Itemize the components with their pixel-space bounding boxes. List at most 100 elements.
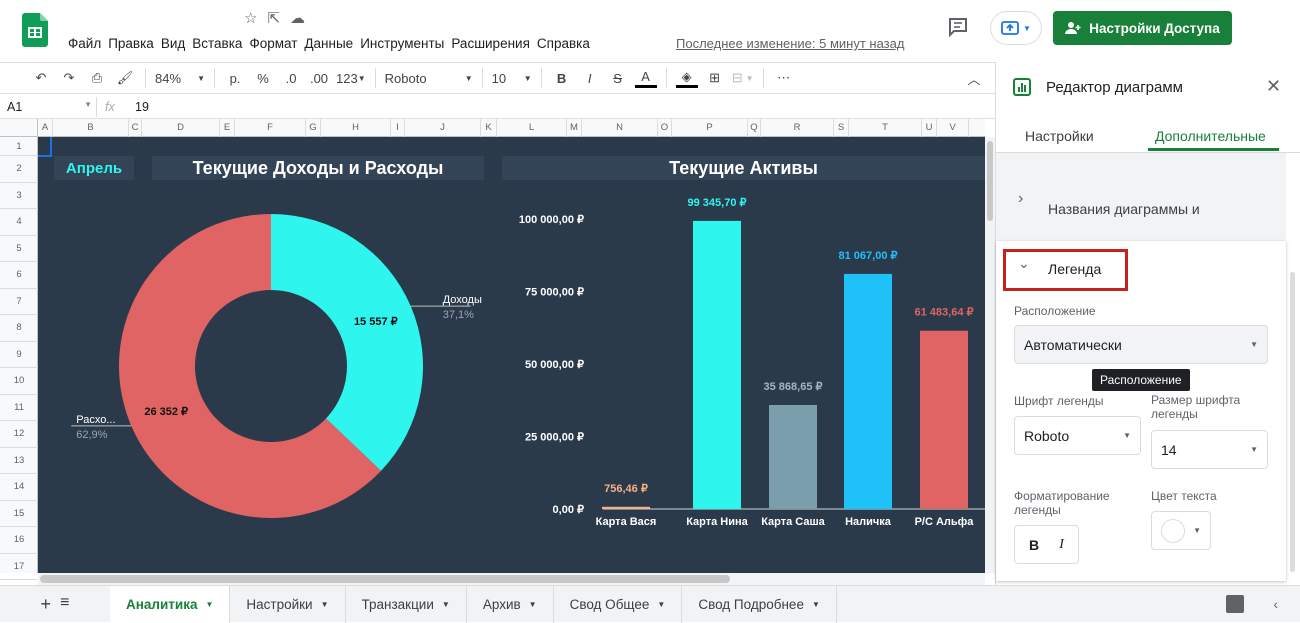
font-size-select[interactable]: 10 ▼ <box>491 70 532 86</box>
undo-icon[interactable]: ↶ <box>35 70 47 85</box>
sheet-tab[interactable]: Архив ▼ <box>467 585 554 623</box>
legend-size-select[interactable]: 14 ▼ <box>1151 430 1268 469</box>
explore-icon[interactable] <box>1225 595 1244 613</box>
chevron-right-icon[interactable]: › <box>1018 190 1024 207</box>
column-header-cell[interactable]: N <box>582 119 658 137</box>
legend-font-select[interactable]: Roboto ▼ <box>1014 416 1141 455</box>
zoom-select[interactable]: 84% ▼ <box>155 70 205 86</box>
row-header-cell[interactable]: 4 <box>0 209 38 236</box>
column-header-cell[interactable]: D <box>142 119 220 137</box>
column-header-cell[interactable]: R <box>761 119 834 137</box>
legend-italic-button[interactable]: I <box>1059 536 1064 552</box>
column-header-cell[interactable]: E <box>220 119 235 137</box>
sheet-tab[interactable]: Транзакции ▼ <box>346 585 467 623</box>
present-button[interactable]: ▼ <box>990 11 1042 45</box>
row-header-cell[interactable]: 5 <box>0 236 38 262</box>
panel-scrollbar[interactable] <box>1290 272 1295 572</box>
row-header-cell[interactable]: 9 <box>0 342 38 368</box>
bar[interactable] <box>602 506 650 509</box>
column-header-cell[interactable]: H <box>321 119 391 137</box>
row-header-cell[interactable]: 1 <box>0 137 38 156</box>
horizontal-scrollbar[interactable] <box>38 573 985 585</box>
bar[interactable] <box>769 404 817 509</box>
close-icon[interactable]: ✕ <box>1266 76 1282 96</box>
row-header-cell[interactable]: 11 <box>0 395 38 421</box>
charts-canvas[interactable]: 15 557 ₽ Доходы 37,1% 26 352 ₽ Расхо... 62,9%… <box>38 137 985 573</box>
sheets-logo-icon[interactable] <box>22 13 48 47</box>
menu-item[interactable]: Файл <box>68 36 102 51</box>
column-header-cell[interactable]: T <box>849 119 922 137</box>
column-header-cell[interactable]: A <box>38 119 53 137</box>
tab-extra[interactable]: Дополнительные <box>1155 128 1266 144</box>
cloud-status-icon[interactable]: ☁ <box>290 10 306 27</box>
print-icon[interactable]: ⎙ <box>91 70 103 85</box>
column-header-cell[interactable]: K <box>481 119 497 137</box>
row-header-cell[interactable]: 8 <box>0 315 38 342</box>
legend-bold-button[interactable]: B <box>1029 536 1040 553</box>
bar[interactable] <box>920 330 968 509</box>
column-header-cell[interactable]: C <box>129 119 142 137</box>
fill-color-icon[interactable]: ◈ <box>675 68 698 88</box>
all-sheets-icon[interactable]: ≡ <box>60 593 70 611</box>
row-header-cell[interactable]: 6 <box>0 262 38 289</box>
italic-button[interactable]: I <box>587 70 592 86</box>
sheet-tab[interactable]: Свод Общее ▼ <box>554 585 683 623</box>
sheet-tab[interactable]: Аналитика ▼ <box>110 585 231 623</box>
more-formats-button[interactable]: 123 ▼ <box>336 70 366 86</box>
column-header-cell[interactable]: J <box>405 119 481 137</box>
section-legend[interactable]: Легенда <box>1048 261 1102 277</box>
text-color-button[interactable]: A <box>634 68 657 88</box>
borders-icon[interactable]: ⊞ <box>709 70 721 85</box>
paint-format-icon[interactable]: 🖌 <box>116 70 134 85</box>
vscroll-thumb[interactable] <box>987 141 993 221</box>
row-header-cell[interactable]: 15 <box>0 501 38 527</box>
menu-item[interactable]: Вид <box>160 36 186 51</box>
vertical-scrollbar[interactable] <box>985 137 995 573</box>
column-header-cell[interactable]: M <box>567 119 582 137</box>
column-header-cell[interactable]: P <box>672 119 748 137</box>
more-toolbar-button[interactable]: ⋯ <box>777 70 791 85</box>
row-header-cell[interactable]: 17 <box>0 554 38 580</box>
comments-icon[interactable] <box>947 16 971 40</box>
row-header-cell[interactable]: 3 <box>0 183 38 209</box>
increase-decimal-button[interactable]: .00 <box>309 70 329 86</box>
column-header-cell[interactable]: G <box>306 119 321 137</box>
bar[interactable] <box>693 220 741 509</box>
column-header-cell[interactable]: U <box>922 119 937 137</box>
menu-item[interactable]: Инструменты <box>360 36 445 51</box>
bar[interactable] <box>844 273 892 509</box>
move-folder-icon[interactable]: ⇱ <box>267 10 281 27</box>
row-header-cell[interactable]: 13 <box>0 448 38 474</box>
menu-item[interactable]: Формат <box>249 36 298 51</box>
currency-format-button[interactable]: р. <box>229 70 241 86</box>
row-header-cell[interactable]: 14 <box>0 474 38 501</box>
font-select[interactable]: Roboto ▼ <box>384 70 473 86</box>
pie-slice[interactable] <box>271 214 424 471</box>
collapse-toolbar-icon[interactable]: ︿ <box>967 71 981 87</box>
share-button[interactable]: Настройки Доступа <box>1053 11 1232 45</box>
column-header-cell[interactable]: B <box>53 119 129 137</box>
column-header-cell[interactable]: I <box>391 119 405 137</box>
row-header-cell[interactable]: 2 <box>0 156 38 183</box>
pie-slice[interactable] <box>119 214 382 518</box>
chevron-down-icon[interactable]: ▼ <box>657 599 666 609</box>
merge-cells-icon[interactable]: ⊟ ▼ <box>731 70 754 85</box>
percent-format-button[interactable]: % <box>257 70 269 86</box>
chevron-down-icon[interactable]: ▼ <box>528 599 537 609</box>
scrollbar-thumb[interactable] <box>40 575 730 583</box>
tab-settings[interactable]: Настройки <box>1025 128 1094 144</box>
chevron-down-icon[interactable]: ▼ <box>441 599 450 609</box>
text-color-select[interactable]: ▼ <box>1151 511 1211 550</box>
row-header-cell[interactable]: 10 <box>0 368 38 395</box>
row-header-cell[interactable]: 16 <box>0 527 38 554</box>
bold-button[interactable]: B <box>556 70 567 86</box>
menu-item[interactable]: Правка <box>108 36 154 51</box>
strikethrough-button[interactable]: S <box>613 70 622 86</box>
star-icon[interactable]: ☆ <box>244 10 258 27</box>
menu-item[interactable]: Данные <box>304 36 354 51</box>
chevron-down-icon[interactable]: ▼ <box>205 599 214 609</box>
column-header-cell[interactable]: S <box>834 119 849 137</box>
section-chart-titles[interactable]: Названия диаграммы и <box>1048 201 1200 217</box>
menu-item[interactable]: Вставка <box>192 36 243 51</box>
row-header-cell[interactable]: 12 <box>0 421 38 448</box>
